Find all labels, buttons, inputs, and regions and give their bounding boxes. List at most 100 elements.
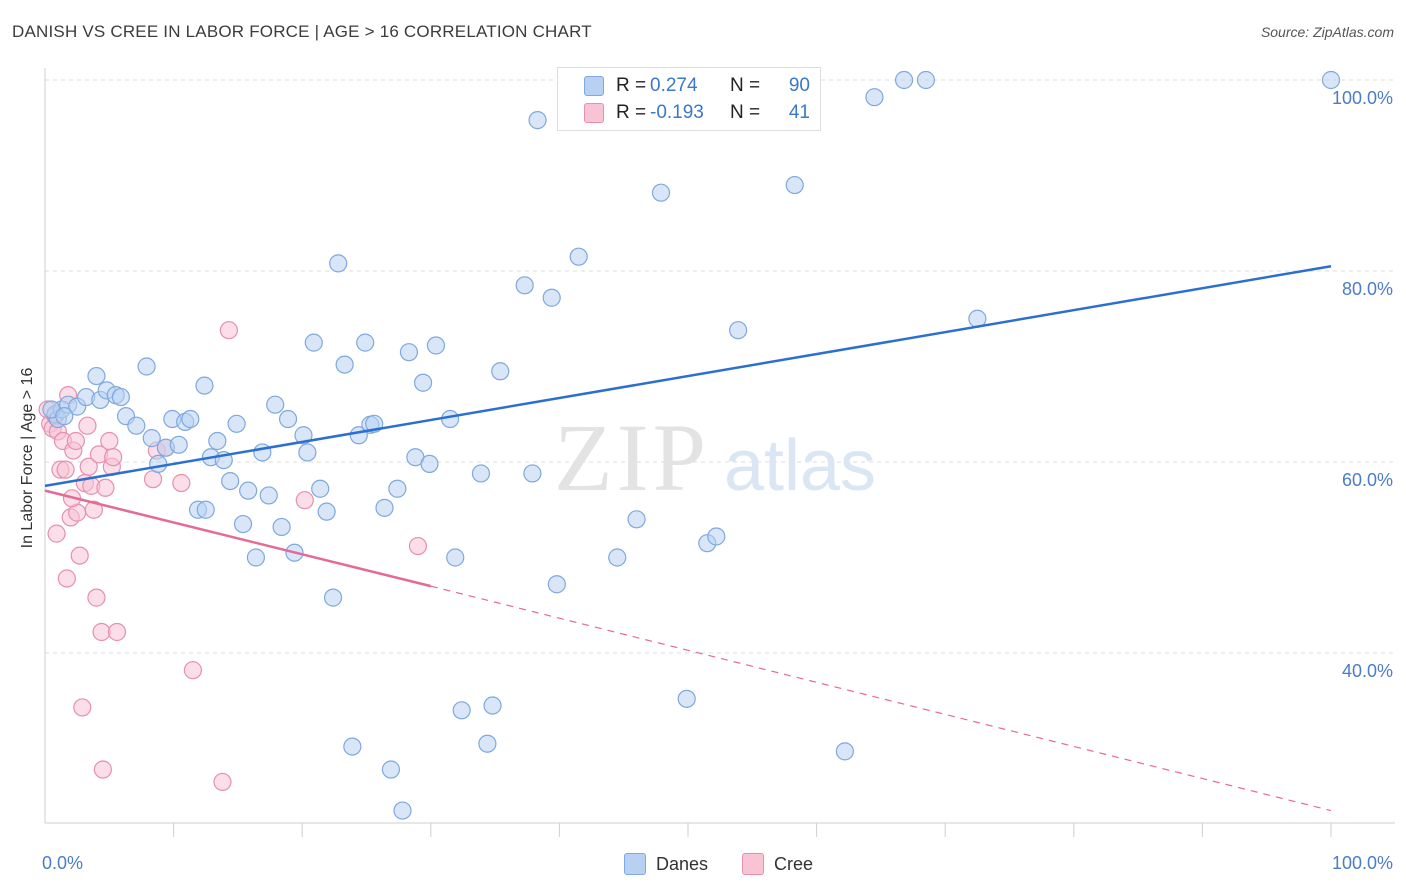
danes-point xyxy=(272,517,291,537)
danes-point xyxy=(547,575,566,594)
danes-point xyxy=(335,355,354,374)
danes-point xyxy=(169,435,188,454)
danes-point xyxy=(426,336,446,355)
danes-swatch xyxy=(584,76,604,96)
cree-n-value: 41 xyxy=(788,102,810,123)
cree-trend-line xyxy=(44,489,432,588)
danes-legend-swatch xyxy=(624,853,646,875)
cree-point xyxy=(183,661,202,680)
y-tick-label: 60.0% xyxy=(1342,470,1393,490)
danes-point xyxy=(294,426,313,445)
danes-point xyxy=(729,321,748,340)
cree-legend-swatch xyxy=(742,853,764,875)
danes-point xyxy=(111,387,130,407)
danes-point xyxy=(388,479,407,498)
cree-point xyxy=(78,416,97,435)
cree-point xyxy=(87,588,106,607)
source-label: Source: ZipAtlas.com xyxy=(1260,24,1394,40)
cree-point xyxy=(70,546,89,565)
danes-point xyxy=(259,486,278,505)
danes-point xyxy=(329,254,348,273)
legend-row-danes: R = 0.274 N = 90 xyxy=(584,75,810,97)
danes-point xyxy=(413,373,433,392)
danes-point xyxy=(608,548,627,567)
legend-row-cree: R = -0.193 N = 41 xyxy=(584,102,810,124)
cree-point xyxy=(56,460,75,479)
cree-trend-line-extrapolated xyxy=(430,585,1332,812)
danes-point xyxy=(515,276,534,295)
cree-point xyxy=(104,448,123,467)
tick-labels: 100.0% 80.0% 60.0% 40.0% 0.0% 100.0% xyxy=(42,88,1393,873)
danes-point xyxy=(221,472,240,491)
danes-point xyxy=(317,502,336,521)
x-tick-label: 0.0% xyxy=(42,853,83,873)
cree-r-label: R = xyxy=(616,102,647,123)
danes-r-label: R = xyxy=(616,75,647,96)
cree-point xyxy=(47,524,66,543)
danes-point xyxy=(491,362,510,381)
danes-point xyxy=(208,431,227,451)
danes-point xyxy=(266,395,285,414)
danes-point xyxy=(785,175,804,195)
danes-point xyxy=(149,454,168,474)
danes-point xyxy=(865,88,884,107)
danes-point xyxy=(452,701,471,720)
cree-point xyxy=(100,431,119,451)
cree-swatch xyxy=(584,103,604,123)
danes-point xyxy=(304,333,323,352)
danes-point xyxy=(569,247,588,266)
cree-point xyxy=(143,470,163,489)
watermark-zip: ZIP xyxy=(554,404,710,511)
stats-legend: R = 0.274 N = 90 R = -0.193 N = 41 xyxy=(557,67,821,131)
danes-point xyxy=(298,443,317,462)
danes-point xyxy=(677,689,696,708)
cree-point xyxy=(408,536,428,556)
danes-point xyxy=(239,481,258,500)
danes-point xyxy=(483,696,502,715)
cree-point xyxy=(107,622,127,642)
cree-point xyxy=(172,473,191,493)
danes-point xyxy=(1321,70,1341,90)
cree-point xyxy=(66,431,85,451)
y-tick-label: 80.0% xyxy=(1342,279,1393,299)
danes-n-label: N = xyxy=(730,75,761,96)
cree-point xyxy=(96,478,115,497)
danes-point xyxy=(420,454,439,474)
cree-point xyxy=(219,321,238,340)
danes-point xyxy=(894,70,914,90)
y-tick-label: 100.0% xyxy=(1332,88,1393,108)
y-tick-label: 40.0% xyxy=(1342,661,1393,681)
grid-lines xyxy=(45,79,1395,654)
danes-point xyxy=(356,333,375,352)
danes-point xyxy=(440,409,460,429)
danes-point xyxy=(127,416,146,435)
danes-n-value: 90 xyxy=(788,75,810,96)
x-tick-label: 100.0% xyxy=(1332,853,1393,873)
danes-point xyxy=(381,760,401,779)
danes-point xyxy=(196,500,215,519)
danes-point xyxy=(181,409,200,429)
danes-point xyxy=(627,510,646,529)
cree-point xyxy=(93,760,112,779)
danes-point xyxy=(142,429,161,448)
danes-point xyxy=(233,514,253,534)
danes-point xyxy=(651,183,671,202)
danes-point xyxy=(393,801,412,820)
danes-point xyxy=(323,588,343,607)
danes-point xyxy=(137,357,156,376)
watermark-atlas: atlas xyxy=(724,426,876,506)
danes-point xyxy=(523,464,542,483)
danes-point xyxy=(87,366,106,386)
danes-trend-line xyxy=(44,264,1332,488)
legend-item-cree[interactable]: Cree xyxy=(742,853,813,875)
danes-point xyxy=(707,527,726,546)
cree-point xyxy=(92,622,111,642)
danes-point xyxy=(195,376,214,395)
watermark: ZIP atlas xyxy=(554,404,876,511)
danes-point xyxy=(311,479,330,498)
cree-r-value: -0.193 xyxy=(650,102,704,123)
legend-item-danes[interactable]: Danes xyxy=(624,853,708,875)
cree-point xyxy=(295,491,314,510)
danes-point xyxy=(916,70,936,90)
